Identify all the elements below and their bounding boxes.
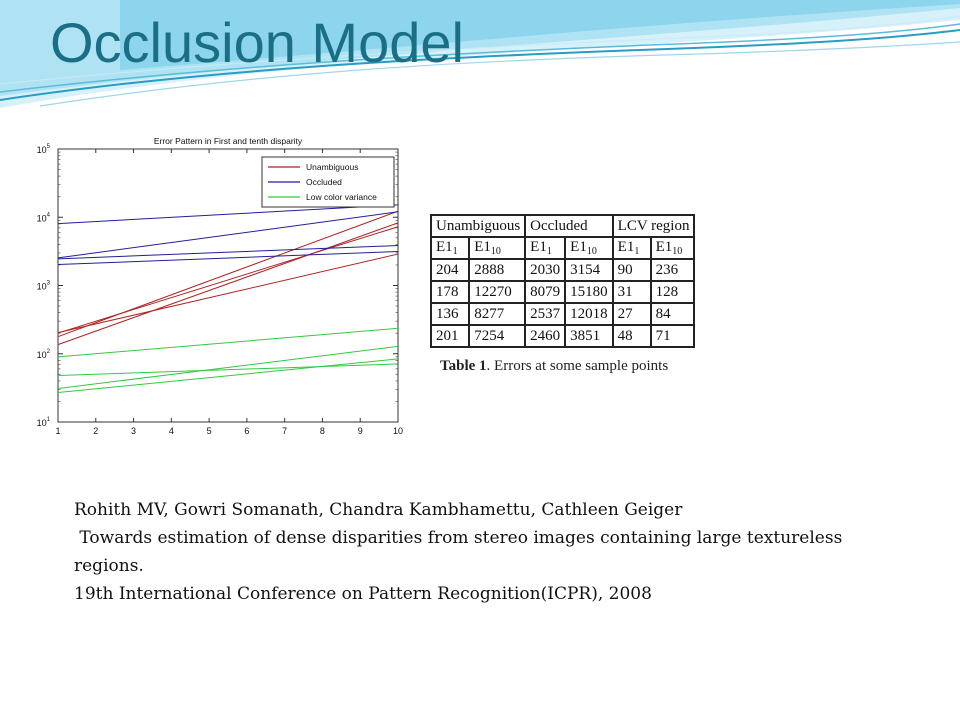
header-wave-decoration <box>0 0 960 108</box>
citation-block: Rohith MV, Gowri Somanath, Chandra Kambh… <box>74 496 960 608</box>
series-line <box>57 253 399 334</box>
table-cell: 48 <box>611 324 652 348</box>
table-cell: 8277 <box>468 302 527 326</box>
x-axis: 1 2 3 4 5 6 7 8 9 10 <box>55 149 403 436</box>
legend-label: Low color variance <box>306 192 377 202</box>
table-cell: 3154 <box>564 258 614 282</box>
table-cell: 2030 <box>524 258 567 282</box>
table-subheader: E110 <box>564 236 614 260</box>
chart-svg: Error Pattern in First and tenth dispari… <box>37 136 403 436</box>
slide-title: Occlusion Model <box>50 11 464 74</box>
table-group-header: Occluded <box>524 214 614 238</box>
table-cell: 7254 <box>468 324 527 348</box>
table-subheader: E110 <box>649 236 696 260</box>
table-row: 204 2888 2030 3154 90 236 <box>429 258 696 282</box>
table-subheader: E11 <box>611 236 652 260</box>
citation-title-line1: Towards estimation of dense disparities … <box>74 528 843 548</box>
errors-table-figure: Unambiguous Occluded LCV region E11 E110… <box>428 208 880 383</box>
series-line <box>57 204 399 225</box>
table-cell: 236 <box>649 258 696 282</box>
series-line <box>57 250 399 266</box>
series-line <box>57 327 399 358</box>
x-tick-label: 7 <box>282 426 287 436</box>
x-tick-label: 10 <box>393 426 403 436</box>
table-caption: Table 1. Errors at some sample points <box>440 358 668 375</box>
y-tick-label: 105 <box>37 144 51 155</box>
table-cell: 2537 <box>524 302 567 326</box>
legend-label: Occluded <box>306 177 342 187</box>
table-cell: 2460 <box>524 324 567 348</box>
table-subheader: E110 <box>468 236 527 260</box>
chart-legend: Unambiguous Occluded Low color variance <box>261 156 395 208</box>
table-cell: 12270 <box>468 280 527 304</box>
y-tick-label: 103 <box>37 281 51 292</box>
series-lines <box>57 204 399 394</box>
table-caption-text: . Errors at some sample points <box>486 358 669 374</box>
series-line <box>57 363 399 377</box>
y-tick-label: 101 <box>37 417 51 428</box>
error-pattern-chart: Error Pattern in First and tenth dispari… <box>0 127 440 457</box>
x-tick-label: 1 <box>55 426 60 436</box>
table-cell: 8079 <box>524 280 567 304</box>
table-cell: 12018 <box>564 302 614 326</box>
series-line <box>57 226 399 334</box>
table-cell: 201 <box>429 324 471 348</box>
table-cell: 3851 <box>564 324 614 348</box>
x-tick-label: 9 <box>358 426 363 436</box>
table-cell: 204 <box>429 258 471 282</box>
citation-title-line2: regions. <box>74 556 144 576</box>
x-tick-label: 3 <box>131 426 136 436</box>
table-subheader: E11 <box>524 236 567 260</box>
table-cell: 84 <box>649 302 696 326</box>
series-line <box>57 245 399 260</box>
table-cell: 71 <box>649 324 696 348</box>
series-line <box>57 211 399 259</box>
series-line <box>57 358 399 394</box>
x-tick-label: 4 <box>169 426 174 436</box>
table-cell: 128 <box>649 280 696 304</box>
x-tick-label: 5 <box>207 426 212 436</box>
table-group-header-row: Unambiguous Occluded LCV region <box>429 214 696 238</box>
y-tick-label: 102 <box>37 349 51 360</box>
table-cell: 31 <box>611 280 652 304</box>
table-cell: 136 <box>429 302 471 326</box>
table-cell: 178 <box>429 280 471 304</box>
table-group-header: LCV region <box>611 214 696 238</box>
table-row: 178 12270 8079 15180 31 128 <box>429 280 696 304</box>
x-tick-label: 6 <box>244 426 249 436</box>
errors-table: Unambiguous Occluded LCV region E11 E110… <box>429 214 696 348</box>
citation-venue: 19th International Conference on Pattern… <box>74 584 652 604</box>
citation-authors: Rohith MV, Gowri Somanath, Chandra Kambh… <box>74 500 683 520</box>
table-subheader-row: E11 E110 E11 E110 E11 E110 <box>429 236 696 260</box>
table-cell: 27 <box>611 302 652 326</box>
table-caption-label: Table 1 <box>440 358 487 374</box>
table-cell: 90 <box>611 258 652 282</box>
x-tick-label: 2 <box>93 426 98 436</box>
series-line <box>57 222 399 346</box>
series-line <box>57 345 399 389</box>
table-cell: 2888 <box>468 258 527 282</box>
table-cell: 15180 <box>564 280 614 304</box>
table-row: 136 8277 2537 12018 27 84 <box>429 302 696 326</box>
table-subheader: E11 <box>429 236 471 260</box>
chart-title: Error Pattern in First and tenth dispari… <box>154 136 303 146</box>
x-tick-label: 8 <box>320 426 325 436</box>
y-tick-label: 104 <box>37 212 51 223</box>
table-group-header: Unambiguous <box>429 214 527 238</box>
legend-label: Unambiguous <box>306 162 358 172</box>
table-row: 201 7254 2460 3851 48 71 <box>429 324 696 348</box>
